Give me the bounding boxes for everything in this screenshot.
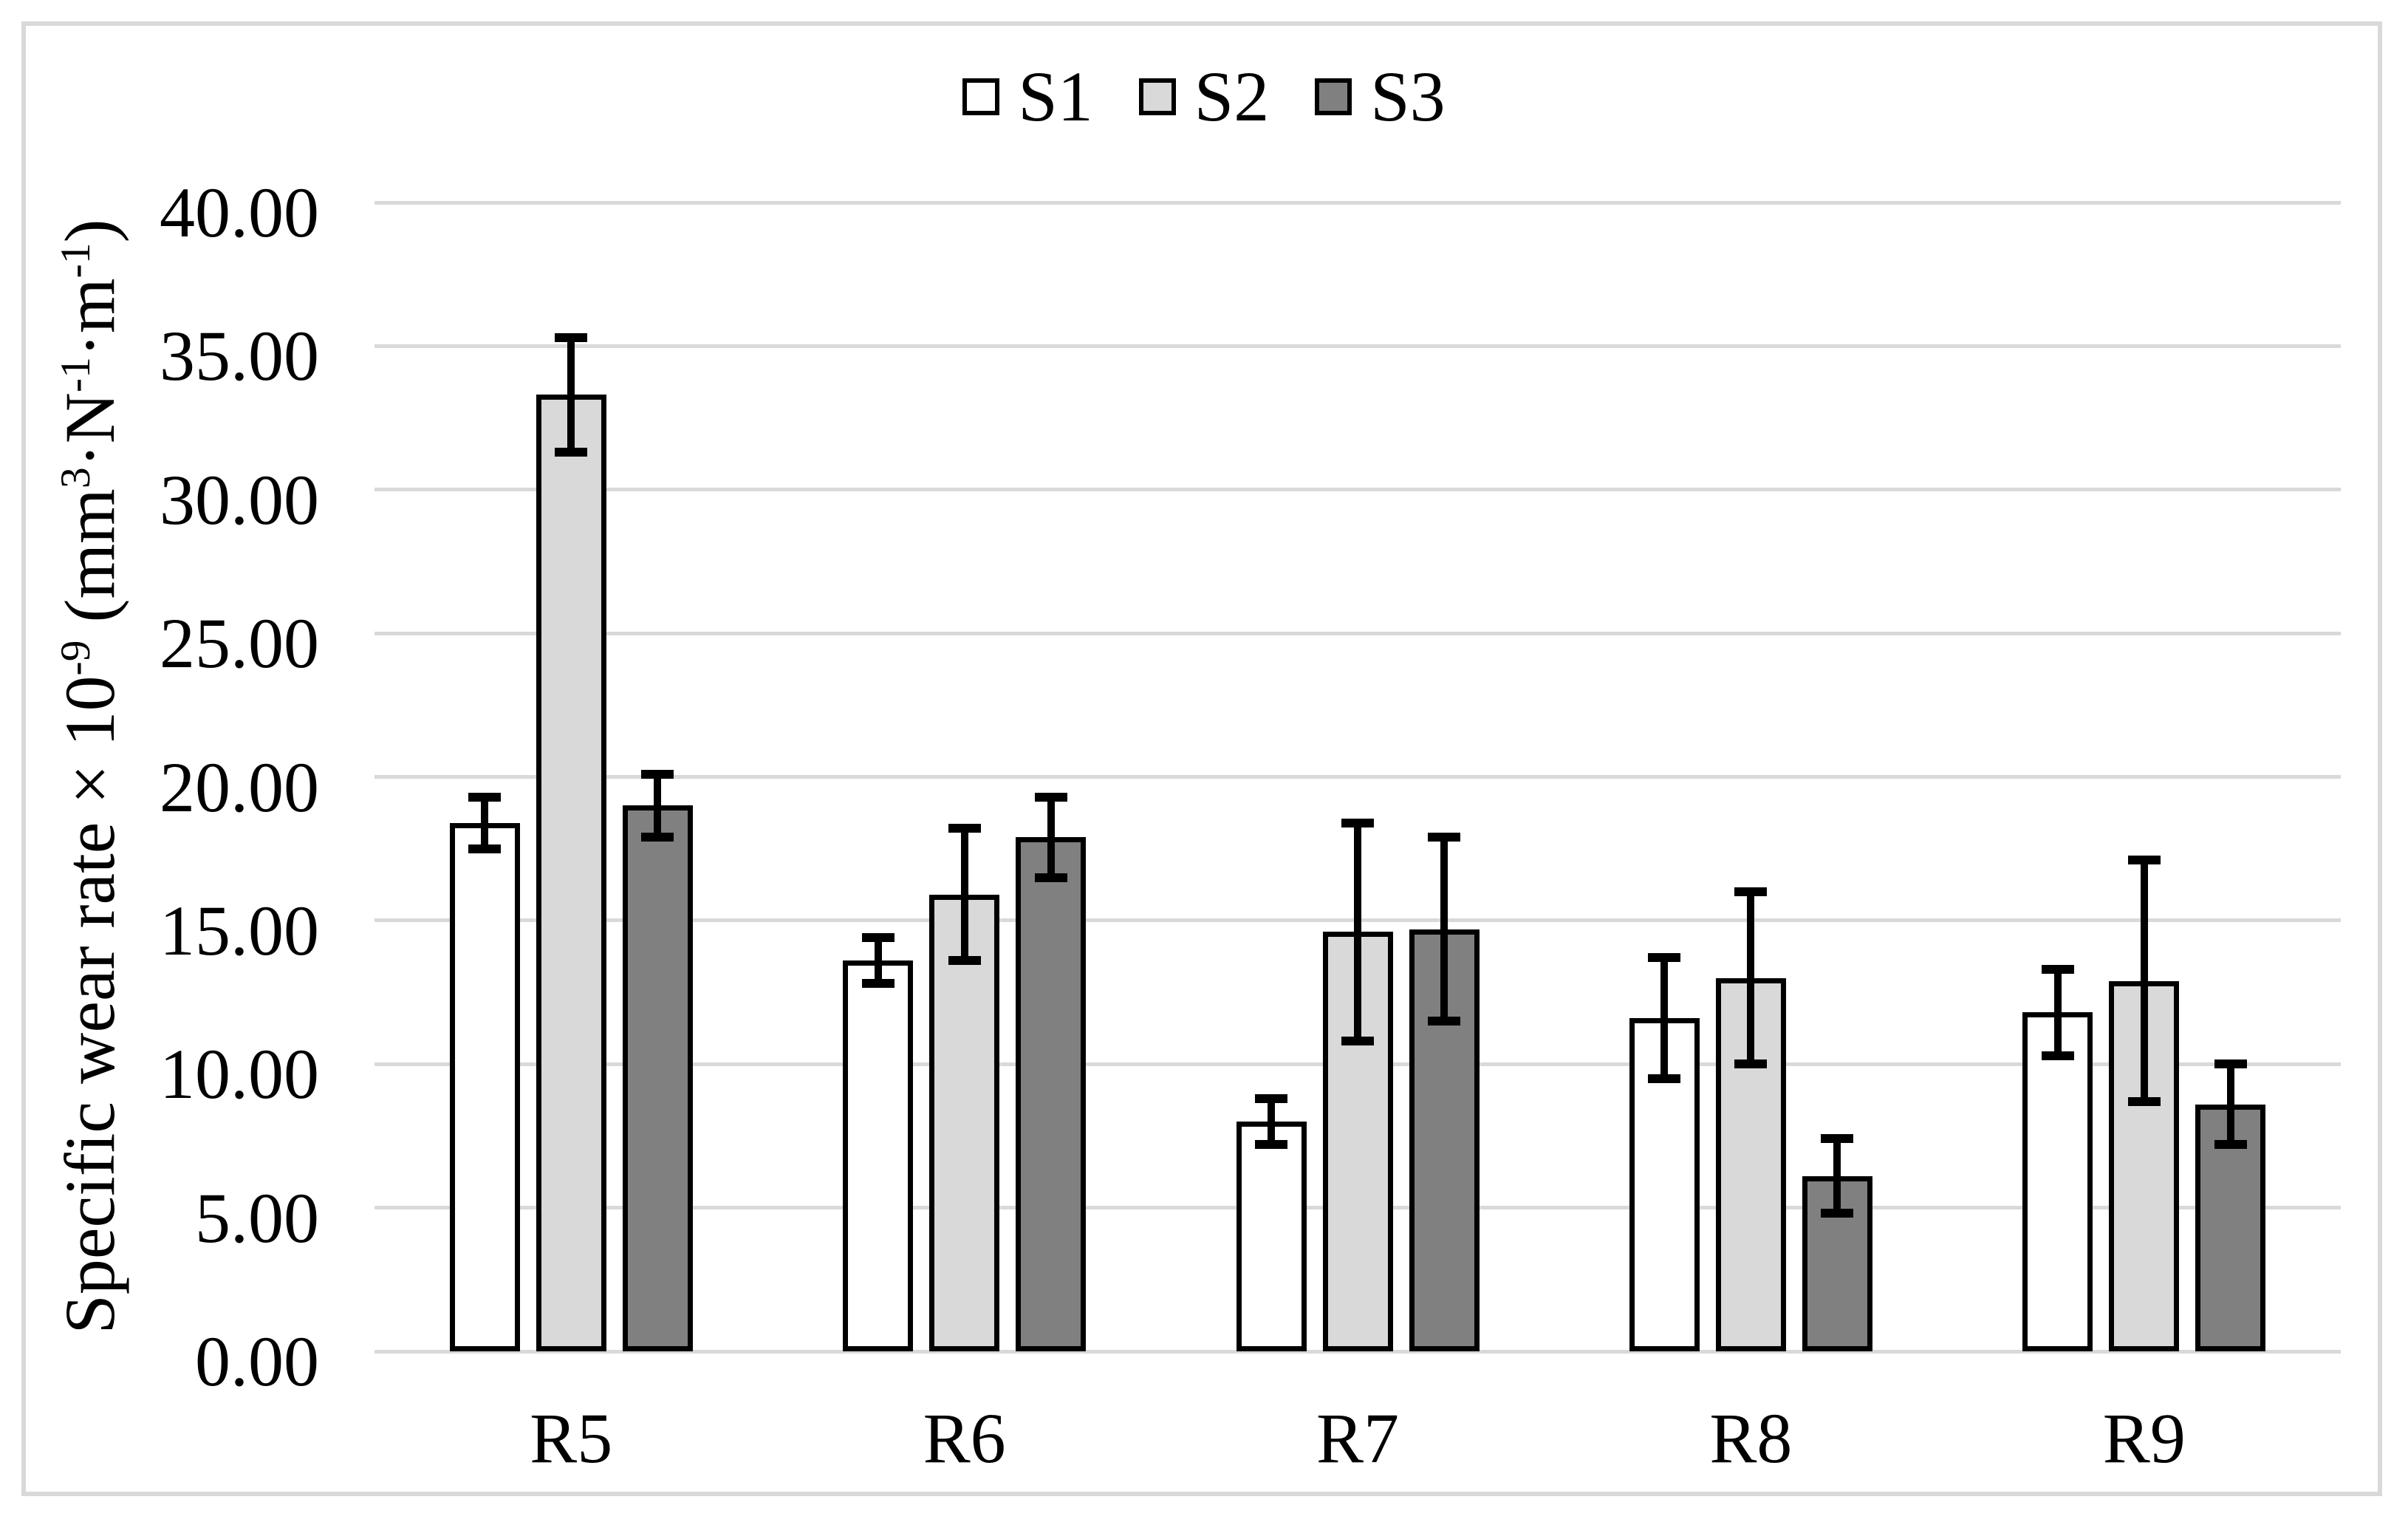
gridline-y-25.00 <box>374 631 2341 635</box>
error-bar-cap-bottom <box>641 833 674 842</box>
bar-R6-S1 <box>843 960 914 1351</box>
error-bar-cap-top <box>555 332 588 342</box>
gridline-y-0.00 <box>374 1349 2341 1354</box>
error-bar-R8-S1 <box>1660 958 1669 1079</box>
error-bar-cap-top <box>948 824 981 833</box>
error-bar-cap-top <box>2127 856 2161 865</box>
x-category-label-R8: R8 <box>1709 1399 1793 1478</box>
error-bar-R6-S1 <box>874 938 882 984</box>
error-bar-R7-S3 <box>1440 837 1448 1021</box>
error-bar-cap-bottom <box>1648 1074 1681 1083</box>
bar-R5-S2 <box>536 395 606 1351</box>
error-bar-R5-S3 <box>654 774 662 838</box>
legend-item-S1: S1 <box>962 57 1093 136</box>
y-tick-label: 20.00 <box>160 747 319 827</box>
legend: S1 S2 S3 <box>0 58 2408 136</box>
gridline-y-30.00 <box>374 488 2341 492</box>
error-bar-cap-bottom <box>2214 1140 2247 1150</box>
error-bar-cap-top <box>1428 833 1460 842</box>
error-bar-cap-bottom <box>555 448 588 457</box>
y-title-text: 10 <box>50 675 129 765</box>
x-category-label-R6: R6 <box>923 1399 1006 1478</box>
y-tick-label: 10.00 <box>160 1034 319 1114</box>
legend-label-S2: S2 <box>1194 57 1270 136</box>
error-bar-cap-top <box>468 792 502 802</box>
y-title-text: ·N <box>50 392 129 468</box>
error-bar-cap-bottom <box>948 956 981 966</box>
error-bar-R8-S2 <box>1747 892 1755 1065</box>
error-bar-R7-S2 <box>1354 822 1361 1042</box>
error-bar-cap-top <box>1648 953 1681 963</box>
error-bar-cap-top <box>861 933 895 943</box>
legend-label-S1: S1 <box>1018 57 1093 136</box>
legend-label-S3: S3 <box>1370 57 1446 136</box>
y-tick-label: 0.00 <box>195 1322 319 1401</box>
error-bar-cap-top <box>641 769 674 779</box>
error-bar-cap-top <box>2214 1059 2247 1069</box>
error-bar-cap-top <box>2041 964 2074 974</box>
error-bar-cap-bottom <box>1734 1059 1768 1069</box>
y-tick-label: 25.00 <box>160 604 319 683</box>
gridline-y-20.00 <box>374 775 2341 779</box>
error-bar-R6-S3 <box>1047 796 1055 878</box>
error-bar-R5-S2 <box>567 337 575 453</box>
gridline-y-40.00 <box>374 200 2341 205</box>
error-bar-cap-bottom <box>2041 1051 2074 1060</box>
bar-R7-S1 <box>1236 1122 1307 1351</box>
error-bar-R7-S1 <box>1268 1098 1275 1145</box>
error-bar-R6-S2 <box>960 828 968 961</box>
legend-swatch-S2 <box>1138 78 1176 115</box>
bar-R6-S3 <box>1016 837 1087 1351</box>
legend-item-S3: S3 <box>1315 57 1446 136</box>
error-bar-cap-top <box>1034 792 1067 802</box>
bar-R5-S3 <box>622 805 693 1351</box>
legend-swatch-S1 <box>962 78 1000 115</box>
x-category-label-R5: R5 <box>530 1399 613 1478</box>
legend-item-S2: S2 <box>1138 57 1270 136</box>
error-bar-R9-S3 <box>2226 1064 2234 1145</box>
y-tick-label: 40.00 <box>160 173 319 252</box>
error-bar-R9-S2 <box>2140 860 2148 1102</box>
error-bar-cap-top <box>1341 818 1374 827</box>
error-bar-cap-top <box>1821 1134 1854 1144</box>
gridline-y-35.00 <box>374 344 2341 348</box>
error-bar-cap-bottom <box>2127 1096 2161 1106</box>
bar-R6-S2 <box>929 894 1000 1351</box>
error-bar-cap-bottom <box>1821 1209 1854 1218</box>
bar-R9-S1 <box>2022 1012 2093 1351</box>
y-tick-label: 5.00 <box>195 1178 319 1257</box>
error-bar-R8-S3 <box>1833 1139 1841 1214</box>
chart-outer-border <box>21 21 2382 1496</box>
x-category-label-R7: R7 <box>1316 1399 1400 1478</box>
bar-R5-S1 <box>449 822 520 1351</box>
legend-swatch-S3 <box>1315 78 1352 115</box>
error-bar-cap-bottom <box>1428 1016 1460 1026</box>
error-bar-cap-bottom <box>1034 873 1067 882</box>
y-tick-label: 35.00 <box>160 316 319 396</box>
x-category-label-R9: R9 <box>2102 1399 2186 1478</box>
error-bar-R5-S1 <box>481 796 489 849</box>
y-tick-label: 30.00 <box>160 460 319 539</box>
error-bar-cap-top <box>1734 887 1768 896</box>
error-bar-cap-bottom <box>1341 1037 1374 1046</box>
y-tick-label: 15.00 <box>160 890 319 970</box>
error-bar-cap-bottom <box>861 979 895 989</box>
error-bar-R9-S1 <box>2053 969 2062 1056</box>
error-bar-cap-top <box>1255 1093 1287 1103</box>
error-bar-cap-bottom <box>1255 1140 1287 1150</box>
error-bar-cap-bottom <box>468 844 502 853</box>
